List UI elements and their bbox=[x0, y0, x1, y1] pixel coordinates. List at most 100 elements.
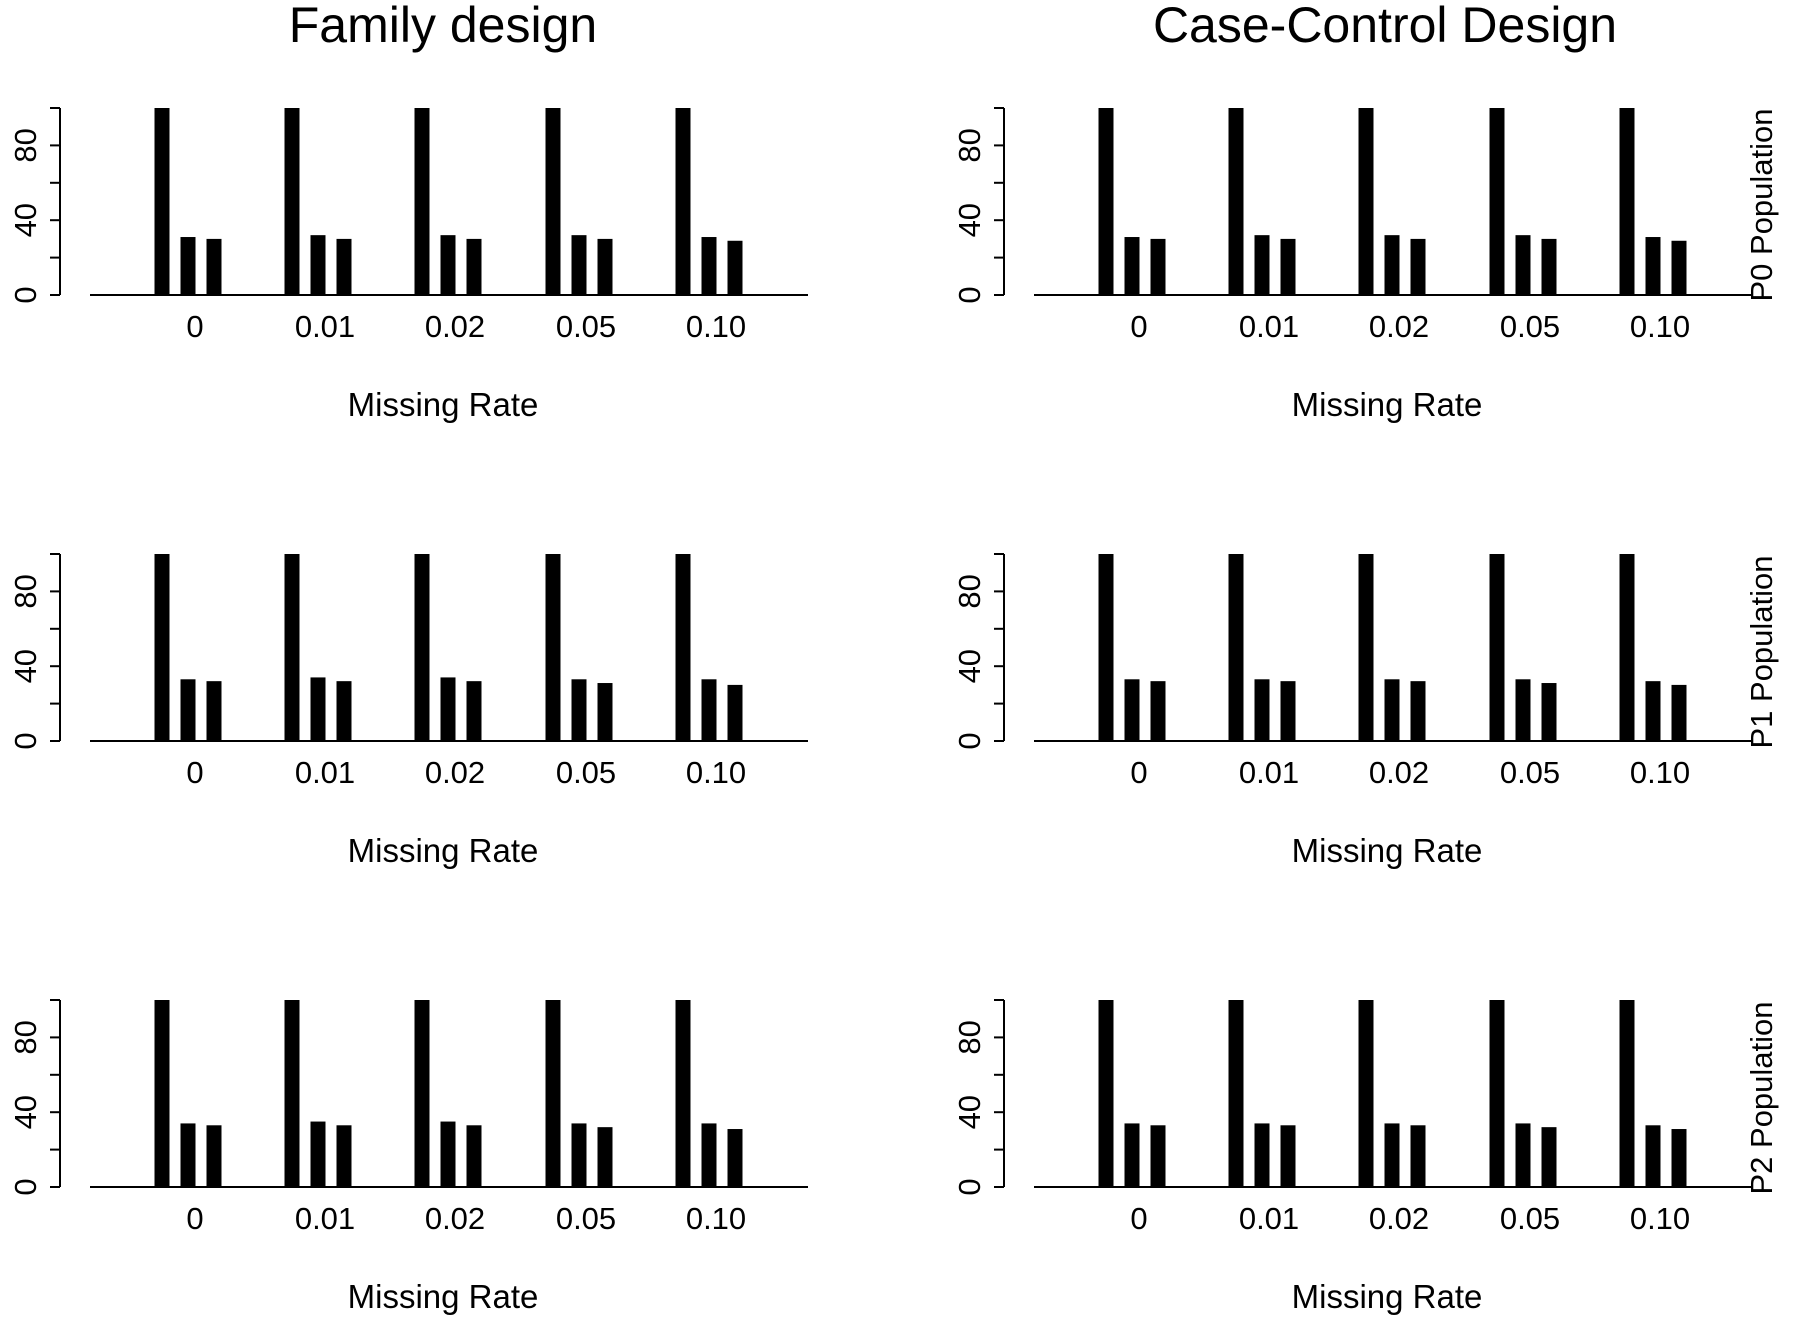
x-tick-label: 0 bbox=[1130, 309, 1147, 344]
bar-s1-0 bbox=[1124, 237, 1140, 295]
bar-s2-0.01 bbox=[1280, 1125, 1296, 1187]
x-axis-label: Missing Rate bbox=[1292, 386, 1483, 423]
row-label-p0: P0 Population bbox=[1744, 108, 1779, 301]
bar-s2-0.02 bbox=[466, 1125, 482, 1187]
bar-s2-0.02 bbox=[1410, 238, 1426, 295]
bar-s0-0.01 bbox=[284, 554, 300, 741]
y-tick-label: 80 bbox=[952, 128, 987, 162]
bar-s2-0 bbox=[1150, 681, 1166, 741]
bar-s2-0.10 bbox=[727, 684, 743, 741]
bar-s0-0 bbox=[1098, 108, 1114, 295]
bar-s2-0.10 bbox=[727, 1129, 743, 1187]
bar-s0-0 bbox=[1098, 554, 1114, 741]
bar-s1-0.01 bbox=[310, 235, 326, 295]
y-tick-label: 40 bbox=[952, 649, 987, 683]
y-tick-label: 0 bbox=[952, 286, 987, 303]
bar-s2-0.01 bbox=[1280, 238, 1296, 295]
row-label-p1: P1 Population bbox=[1744, 555, 1779, 748]
x-tick-label: 0 bbox=[186, 755, 203, 790]
bar-s0-0.10 bbox=[675, 554, 691, 741]
x-tick-label: 0.05 bbox=[556, 309, 616, 344]
x-tick-label: 0.02 bbox=[1369, 309, 1429, 344]
bar-s0-0.05 bbox=[1489, 554, 1505, 741]
bar-s0-0.02 bbox=[1358, 108, 1374, 295]
y-axis: 0 40 80 bbox=[8, 107, 61, 304]
bar-s2-0.05 bbox=[597, 1127, 613, 1187]
y-tick-label: 40 bbox=[8, 203, 43, 237]
bar-s2-0.10 bbox=[1671, 684, 1687, 741]
bar-s1-0.05 bbox=[1515, 679, 1531, 741]
y-tick-label: 80 bbox=[952, 1020, 987, 1054]
bar-s0-0.10 bbox=[675, 108, 691, 295]
bar-s0-0.05 bbox=[1489, 1000, 1505, 1187]
bar-s0-0.02 bbox=[414, 108, 430, 295]
bar-s2-0.05 bbox=[1541, 238, 1557, 295]
x-tick-label: 0.02 bbox=[425, 755, 485, 790]
bar-s1-0.01 bbox=[1254, 235, 1270, 295]
x-tick-label: 0.05 bbox=[556, 1201, 616, 1236]
bar-s1-0 bbox=[180, 1123, 196, 1187]
bar-s1-0 bbox=[180, 679, 196, 741]
x-axis-label: Missing Rate bbox=[348, 1278, 539, 1315]
bar-s1-0.10 bbox=[1645, 681, 1661, 741]
row-label-p2: P2 Population bbox=[1744, 1001, 1779, 1194]
bar-s0-0 bbox=[154, 108, 170, 295]
bar-s1-0 bbox=[180, 237, 196, 295]
x-tick-label: 0.10 bbox=[686, 755, 746, 790]
x-axis-label: Missing Rate bbox=[1292, 1278, 1483, 1315]
bar-s2-0.01 bbox=[336, 1125, 352, 1187]
bar-s1-0.01 bbox=[1254, 679, 1270, 741]
y-tick-label: 80 bbox=[8, 574, 43, 608]
bar-s2-0.02 bbox=[1410, 1125, 1426, 1187]
y-axis: 0 40 80 bbox=[952, 107, 1005, 304]
y-tick-label: 40 bbox=[952, 203, 987, 237]
x-tick-label: 0.01 bbox=[295, 309, 355, 344]
y-tick-label: 40 bbox=[8, 1095, 43, 1129]
x-tick-label: 0 bbox=[1130, 1201, 1147, 1236]
panel-family-row-1: 0 40 80 0 0.01 0.02 0.05 0.10 Missing Rate bbox=[8, 553, 808, 869]
bar-s2-0.05 bbox=[597, 683, 613, 741]
bar-s0-0 bbox=[154, 1000, 170, 1187]
bar-s0-0.05 bbox=[545, 108, 561, 295]
bar-s1-0.10 bbox=[1645, 237, 1661, 295]
y-tick-label: 80 bbox=[952, 574, 987, 608]
y-tick-label: 0 bbox=[8, 1178, 43, 1195]
bar-s0-0 bbox=[154, 554, 170, 741]
bar-s0-0.01 bbox=[284, 108, 300, 295]
x-tick-label: 0.10 bbox=[1630, 309, 1690, 344]
x-axis-label: Missing Rate bbox=[348, 832, 539, 869]
bar-s0-0 bbox=[1098, 1000, 1114, 1187]
x-tick-label: 0 bbox=[186, 1201, 203, 1236]
bar-s2-0 bbox=[206, 1125, 222, 1187]
x-tick-label: 0.05 bbox=[556, 755, 616, 790]
y-tick-label: 0 bbox=[952, 1178, 987, 1195]
x-tick-label: 0.10 bbox=[686, 309, 746, 344]
bar-s2-0.05 bbox=[597, 238, 613, 295]
bar-s2-0.05 bbox=[1541, 683, 1557, 741]
bar-s1-0.02 bbox=[440, 235, 456, 295]
bar-s1-0.10 bbox=[701, 237, 717, 295]
bar-s1-0.01 bbox=[310, 1121, 326, 1187]
bar-s1-0 bbox=[1124, 679, 1140, 741]
bar-s1-0.01 bbox=[310, 677, 326, 741]
y-axis: 0 40 80 bbox=[8, 553, 61, 750]
x-tick-label: 0.01 bbox=[295, 755, 355, 790]
bar-s1-0.10 bbox=[1645, 1125, 1661, 1187]
y-tick-label: 40 bbox=[952, 1095, 987, 1129]
column-title-family: Family design bbox=[289, 0, 597, 53]
bar-s2-0.10 bbox=[727, 240, 743, 295]
y-tick-label: 0 bbox=[8, 286, 43, 303]
bar-s2-0.01 bbox=[336, 238, 352, 295]
x-tick-label: 0.01 bbox=[295, 1201, 355, 1236]
y-axis: 0 40 80 bbox=[8, 999, 61, 1196]
bar-s0-0.10 bbox=[1619, 1000, 1635, 1187]
bar-s2-0.02 bbox=[466, 238, 482, 295]
bar-s0-0.01 bbox=[1228, 554, 1244, 741]
bar-s1-0.10 bbox=[701, 1123, 717, 1187]
bar-s0-0.10 bbox=[1619, 554, 1635, 741]
panel-case-control-row-0: 0 40 80 0 0.01 0.02 0.05 0.10 Missing Rate bbox=[952, 107, 1752, 423]
bar-s0-0.10 bbox=[1619, 108, 1635, 295]
y-tick-label: 80 bbox=[8, 1020, 43, 1054]
